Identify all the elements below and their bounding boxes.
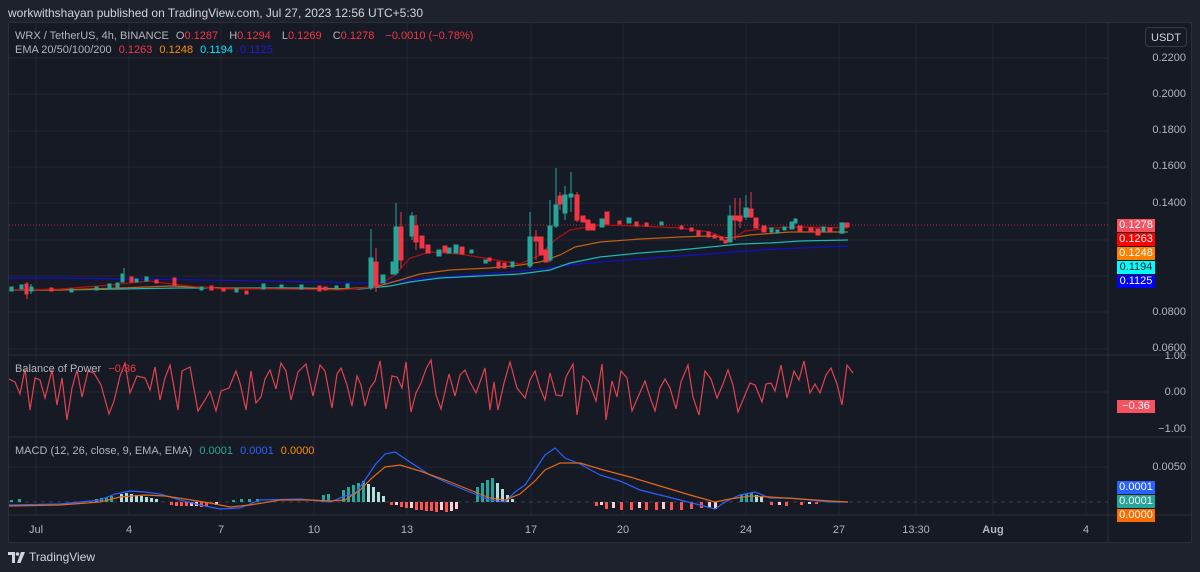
ema-legend[interactable]: EMA 20/50/100/200 0.1263 0.1248 0.1194 0… [15,44,277,56]
currency-button[interactable]: USDT [1145,27,1187,47]
bop-value: −0.36 [108,363,137,375]
price-axis-label: 0.2000 [1152,88,1186,100]
price-axis-label: 0.1600 [1152,160,1186,172]
bop-axis-label: −1.00 [1158,423,1186,435]
time-axis-label: 13:30 [902,524,930,536]
chart-frame [8,22,1192,543]
bop-label: Balance of Power [15,363,102,375]
time-axis-label: 20 [616,524,630,536]
close-value: 0.1278 [340,30,375,42]
macd-histogram [10,478,818,512]
time-axis-label: 4 [1082,524,1090,536]
ema200-value: 0.1125 [240,44,273,56]
time-axis-label: 17 [524,524,538,536]
signal-line [8,462,849,508]
ema100-tag: 0.1194 [1117,261,1155,274]
ema50-value: 0.1248 [159,44,194,56]
ema20-tag: 0.1263 [1117,233,1155,246]
last-price-tag: 0.1278 [1117,219,1155,232]
bop-legend[interactable]: Balance of Power −0.36 [15,363,140,375]
macd-hist-value: 0.0001 [199,445,233,457]
macd-axis-label: 0.0050 [1152,461,1186,473]
ema200-tag: 0.1125 [1117,275,1155,288]
close-label: C [332,30,341,42]
symbol-name: WRX / TetherUS, 4h, BINANCE [15,30,169,42]
high-label: H [229,30,238,42]
tradingview-logo-icon [8,551,25,563]
time-axis-label: 27 [832,524,846,536]
tradingview-brand[interactable]: TradingView [8,550,95,564]
time-axis-label: 10 [307,524,321,536]
price-axis-label: 0.1400 [1152,197,1186,209]
price-axis-label: 0.0600 [1152,342,1186,354]
bop-tag: −0.36 [1117,400,1155,413]
symbol-legend[interactable]: WRX / TetherUS, 4h, BINANCE O0.1287 H0.1… [15,30,477,42]
grid-horizontal [9,57,1108,468]
high-value: 0.1294 [237,30,271,42]
open-label: O [175,30,185,42]
price-axis-label: 0.0800 [1152,306,1186,318]
change-value: −0.0010 (−0.78%) [385,30,474,42]
macd-signal-value: 0.0000 [280,445,315,457]
macd-legend[interactable]: MACD (12, 26, close, 9, EMA, EMA) 0.0001… [15,445,318,457]
time-axis-label: 13 [400,524,414,536]
open-value: 0.1287 [184,30,219,42]
price-axis-label: 0.2200 [1152,52,1186,64]
time-axis-label: 24 [739,524,753,536]
low-value: 0.1269 [288,30,322,42]
candlesticks [9,168,850,299]
time-axis-label: Jul [28,524,44,536]
macd-label: MACD (12, 26, close, 9, EMA, EMA) [15,445,193,457]
brand-name: TradingView [29,550,96,564]
bop-axis-label: 0.00 [1164,386,1186,398]
price-axis-label: 0.1800 [1152,124,1186,136]
low-label: L [281,30,288,42]
ema200-line [9,245,849,284]
bop-axis-label: 1.00 [1164,350,1186,362]
ema20-value: 0.1263 [118,44,153,56]
time-axis-label: 7 [217,524,225,536]
macd-line-tag: 0.0001 [1117,481,1155,494]
macd-hist-tag: 0.0001 [1117,495,1155,508]
grid-vertical [35,23,1087,515]
macd-signal-tag: 0.0000 [1117,509,1155,522]
ema100-value: 0.1194 [200,44,233,56]
macd-value: 0.0001 [240,445,274,457]
bop-line [8,358,854,421]
time-axis-label: 4 [125,524,133,536]
published-line: workwithshayan published on TradingView.… [8,6,424,20]
time-axis-label: Aug [982,524,1004,536]
macd-line [8,447,848,510]
ema50-tag: 0.1248 [1117,247,1155,260]
ema-label: EMA 20/50/100/200 [15,44,112,56]
